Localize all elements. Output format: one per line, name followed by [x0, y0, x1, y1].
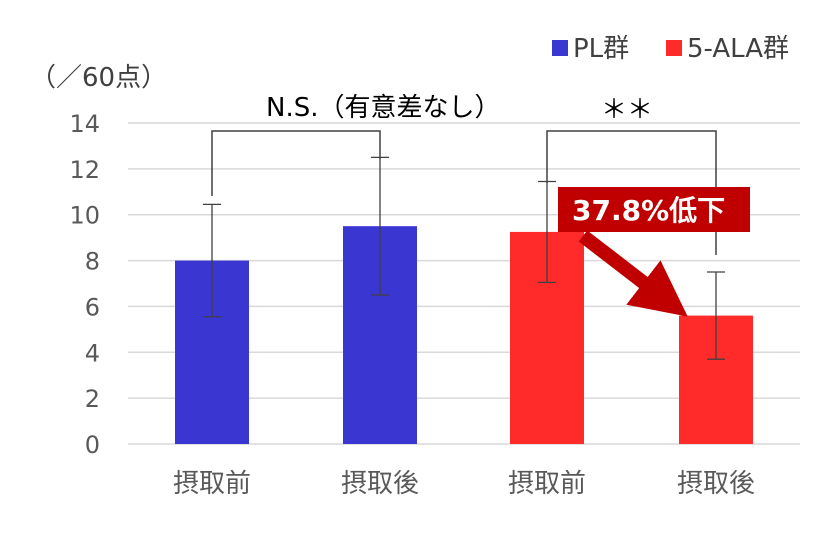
decrease-callout-text: 37.8%低下 [572, 194, 725, 227]
decrease-arrow [578, 230, 688, 317]
decrease-callout-box [558, 187, 750, 232]
y-tick-label: 14 [69, 110, 100, 138]
pl-significance-bracket [211, 130, 381, 196]
y-tick-label: 12 [69, 156, 100, 184]
x-category-label: 摂取後 [341, 469, 419, 499]
y-tick-label: 10 [69, 202, 100, 230]
x-category-label: 摂取前 [508, 469, 586, 499]
y-tick-label: 8 [85, 248, 100, 276]
x-category-label: 摂取後 [677, 469, 755, 499]
y-axis-unit-label: （／60点） [30, 63, 167, 93]
pl-significance-label: N.S.（有意差なし） [266, 93, 500, 123]
bars [175, 226, 753, 444]
y-tick-label: 0 [85, 431, 100, 459]
x-category-label: 摂取前 [173, 469, 251, 499]
x-axis-categories: 摂取前 摂取後 摂取前 摂取後 [173, 469, 755, 499]
legend: PL群 5-ALA群 [552, 34, 789, 64]
legend-swatch-pl [552, 40, 568, 56]
ala-significance-label: ＊＊ [601, 95, 653, 125]
y-tick-label: 4 [85, 339, 100, 367]
legend-label-pl: PL群 [573, 34, 629, 64]
legend-swatch-ala [666, 40, 682, 56]
legend-label-ala: 5-ALA群 [687, 34, 789, 64]
y-tick-label: 6 [85, 293, 100, 321]
y-tick-label: 2 [85, 385, 100, 413]
y-axis-ticks: 0 2 4 6 8 10 12 14 [69, 110, 100, 459]
